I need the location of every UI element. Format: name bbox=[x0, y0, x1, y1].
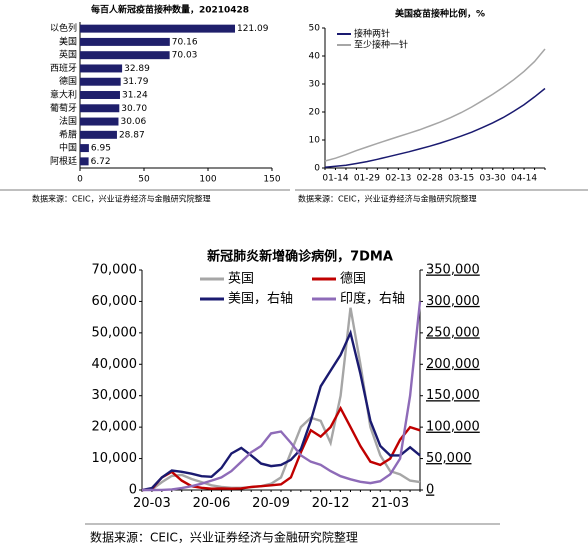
category-label: 意大利 bbox=[50, 89, 77, 101]
legend-label: 德国 bbox=[340, 272, 366, 287]
series-line bbox=[141, 405, 421, 492]
y-tick-label: 40,000 bbox=[92, 357, 138, 372]
y-tick-label: 20,000 bbox=[92, 420, 138, 435]
y-tick-label: 40 bbox=[309, 52, 321, 62]
value-label: 6.95 bbox=[91, 144, 111, 154]
y-tick-label: 10,000 bbox=[92, 451, 138, 466]
y-tick-label: 50 bbox=[309, 24, 321, 34]
chart-title: 美国疫苗接种比例，% bbox=[395, 8, 485, 20]
series-line bbox=[324, 87, 546, 168]
chart-title: 每百人新冠疫苗接种数量，20210428 bbox=[91, 4, 249, 16]
y-tick-label: 20 bbox=[309, 108, 321, 118]
bar bbox=[80, 77, 121, 86]
series-line bbox=[324, 48, 546, 162]
value-label: 31.24 bbox=[122, 91, 148, 101]
legend-label: 英国 bbox=[228, 272, 254, 287]
series-line bbox=[141, 329, 421, 492]
chart-title: 新冠肺炎新增确诊病例，7DMA bbox=[207, 249, 393, 265]
legend-label: 美国，右轴 bbox=[228, 292, 293, 307]
chart: 美国疫苗接种比例，% 0 10 20 30 40 50 01-14 01-29 02-13 02-2… bbox=[298, 8, 546, 204]
y-tick-label: 30,000 bbox=[92, 388, 138, 403]
bar bbox=[80, 117, 119, 126]
chart: 新冠肺炎新增确诊病例，7DMA 0 10,000 20,000 30,000 40,000… bbox=[90, 249, 480, 545]
bar bbox=[80, 104, 120, 113]
x-tick-label: 20-06 bbox=[193, 496, 231, 511]
x-tick-label: 20-12 bbox=[312, 496, 350, 511]
category-label: 阿根廷 bbox=[50, 155, 77, 167]
x-tick-label: 02-28 bbox=[417, 174, 443, 184]
x-tick-label: 20-03 bbox=[133, 496, 171, 511]
x-tick-label: 150 bbox=[263, 175, 280, 185]
x-tick-label: 0 bbox=[77, 175, 83, 185]
category-label: 葡萄牙 bbox=[50, 102, 77, 114]
legend-label: 至少接种一针 bbox=[354, 39, 408, 51]
category-label: 中国 bbox=[59, 142, 77, 154]
category-label: 希腊 bbox=[59, 128, 77, 140]
category-label: 法国 bbox=[59, 115, 77, 127]
category-label: 西班牙 bbox=[50, 62, 77, 74]
y2-tick-label: 350,000 bbox=[426, 263, 480, 278]
x-tick-label: 03-15 bbox=[448, 174, 474, 184]
source-note: 数据来源：CEIC，兴业证券经济与金融研究院整理 bbox=[32, 194, 211, 204]
value-label: 31.79 bbox=[123, 77, 149, 87]
y-tick-label: 50,000 bbox=[92, 325, 138, 340]
bar bbox=[80, 130, 117, 139]
y-tick-label: 0 bbox=[314, 164, 320, 174]
y2-tick-label: 200,000 bbox=[426, 357, 480, 372]
series-line bbox=[141, 307, 421, 492]
series-line bbox=[142, 301, 422, 492]
x-tick-label: 21-03 bbox=[371, 496, 409, 511]
legend-label: 接种两针 bbox=[354, 28, 390, 40]
value-label: 6.72 bbox=[91, 157, 111, 167]
x-tick-label: 50 bbox=[138, 175, 150, 185]
x-tick-label: 20-09 bbox=[252, 496, 290, 511]
x-tick-label: 02-13 bbox=[385, 174, 411, 184]
y-tick-label: 0 bbox=[129, 483, 137, 498]
value-label: 70.16 bbox=[172, 37, 198, 47]
x-tick-label: 01-14 bbox=[322, 174, 348, 184]
x-tick-label: 100 bbox=[199, 175, 216, 185]
category-label: 英国 bbox=[59, 49, 77, 61]
y2-tick-label: 150,000 bbox=[426, 388, 480, 403]
y-tick-label: 70,000 bbox=[92, 263, 138, 278]
bar bbox=[80, 144, 89, 153]
bar bbox=[80, 91, 120, 99]
y-tick-label: 10 bbox=[309, 136, 321, 146]
value-label: 32.89 bbox=[124, 64, 150, 74]
y-tick-label: 60,000 bbox=[92, 294, 138, 309]
category-label: 德国 bbox=[59, 75, 77, 87]
y2-tick-label: 100,000 bbox=[426, 420, 480, 435]
x-tick-label: 01-29 bbox=[354, 174, 380, 184]
chart: 每百人新冠疫苗接种数量，20210428 0 50 100 150 以色列 121.09 美国… bbox=[32, 4, 281, 204]
value-label: 30.06 bbox=[120, 117, 146, 127]
bar bbox=[80, 51, 170, 60]
y2-tick-label: 50,000 bbox=[426, 451, 472, 466]
bar bbox=[80, 64, 123, 73]
source-note: 数据来源：CEIC，兴业证券经济与金融研究院整理 bbox=[90, 530, 358, 545]
value-label: 121.09 bbox=[237, 24, 269, 34]
bar bbox=[80, 24, 235, 33]
y2-tick-label: 300,000 bbox=[426, 294, 480, 309]
bar bbox=[80, 157, 89, 166]
value-label: 30.70 bbox=[121, 104, 147, 114]
category-label: 美国 bbox=[59, 35, 77, 47]
legend-label: 印度，右轴 bbox=[340, 291, 405, 307]
source-note: 数据来源：CEIC，兴业证券经济与金融研究院整理 bbox=[298, 194, 477, 204]
value-label: 70.03 bbox=[172, 51, 198, 61]
bar bbox=[80, 37, 170, 46]
y2-tick-label: 250,000 bbox=[426, 325, 480, 340]
x-tick-label: 04-14 bbox=[511, 174, 537, 184]
y-tick-label: 30 bbox=[309, 80, 321, 90]
value-label: 28.87 bbox=[119, 130, 145, 140]
y2-tick-label: 0 bbox=[426, 483, 434, 498]
category-label: 以色列 bbox=[50, 22, 77, 34]
x-tick-label: 03-30 bbox=[480, 174, 506, 184]
